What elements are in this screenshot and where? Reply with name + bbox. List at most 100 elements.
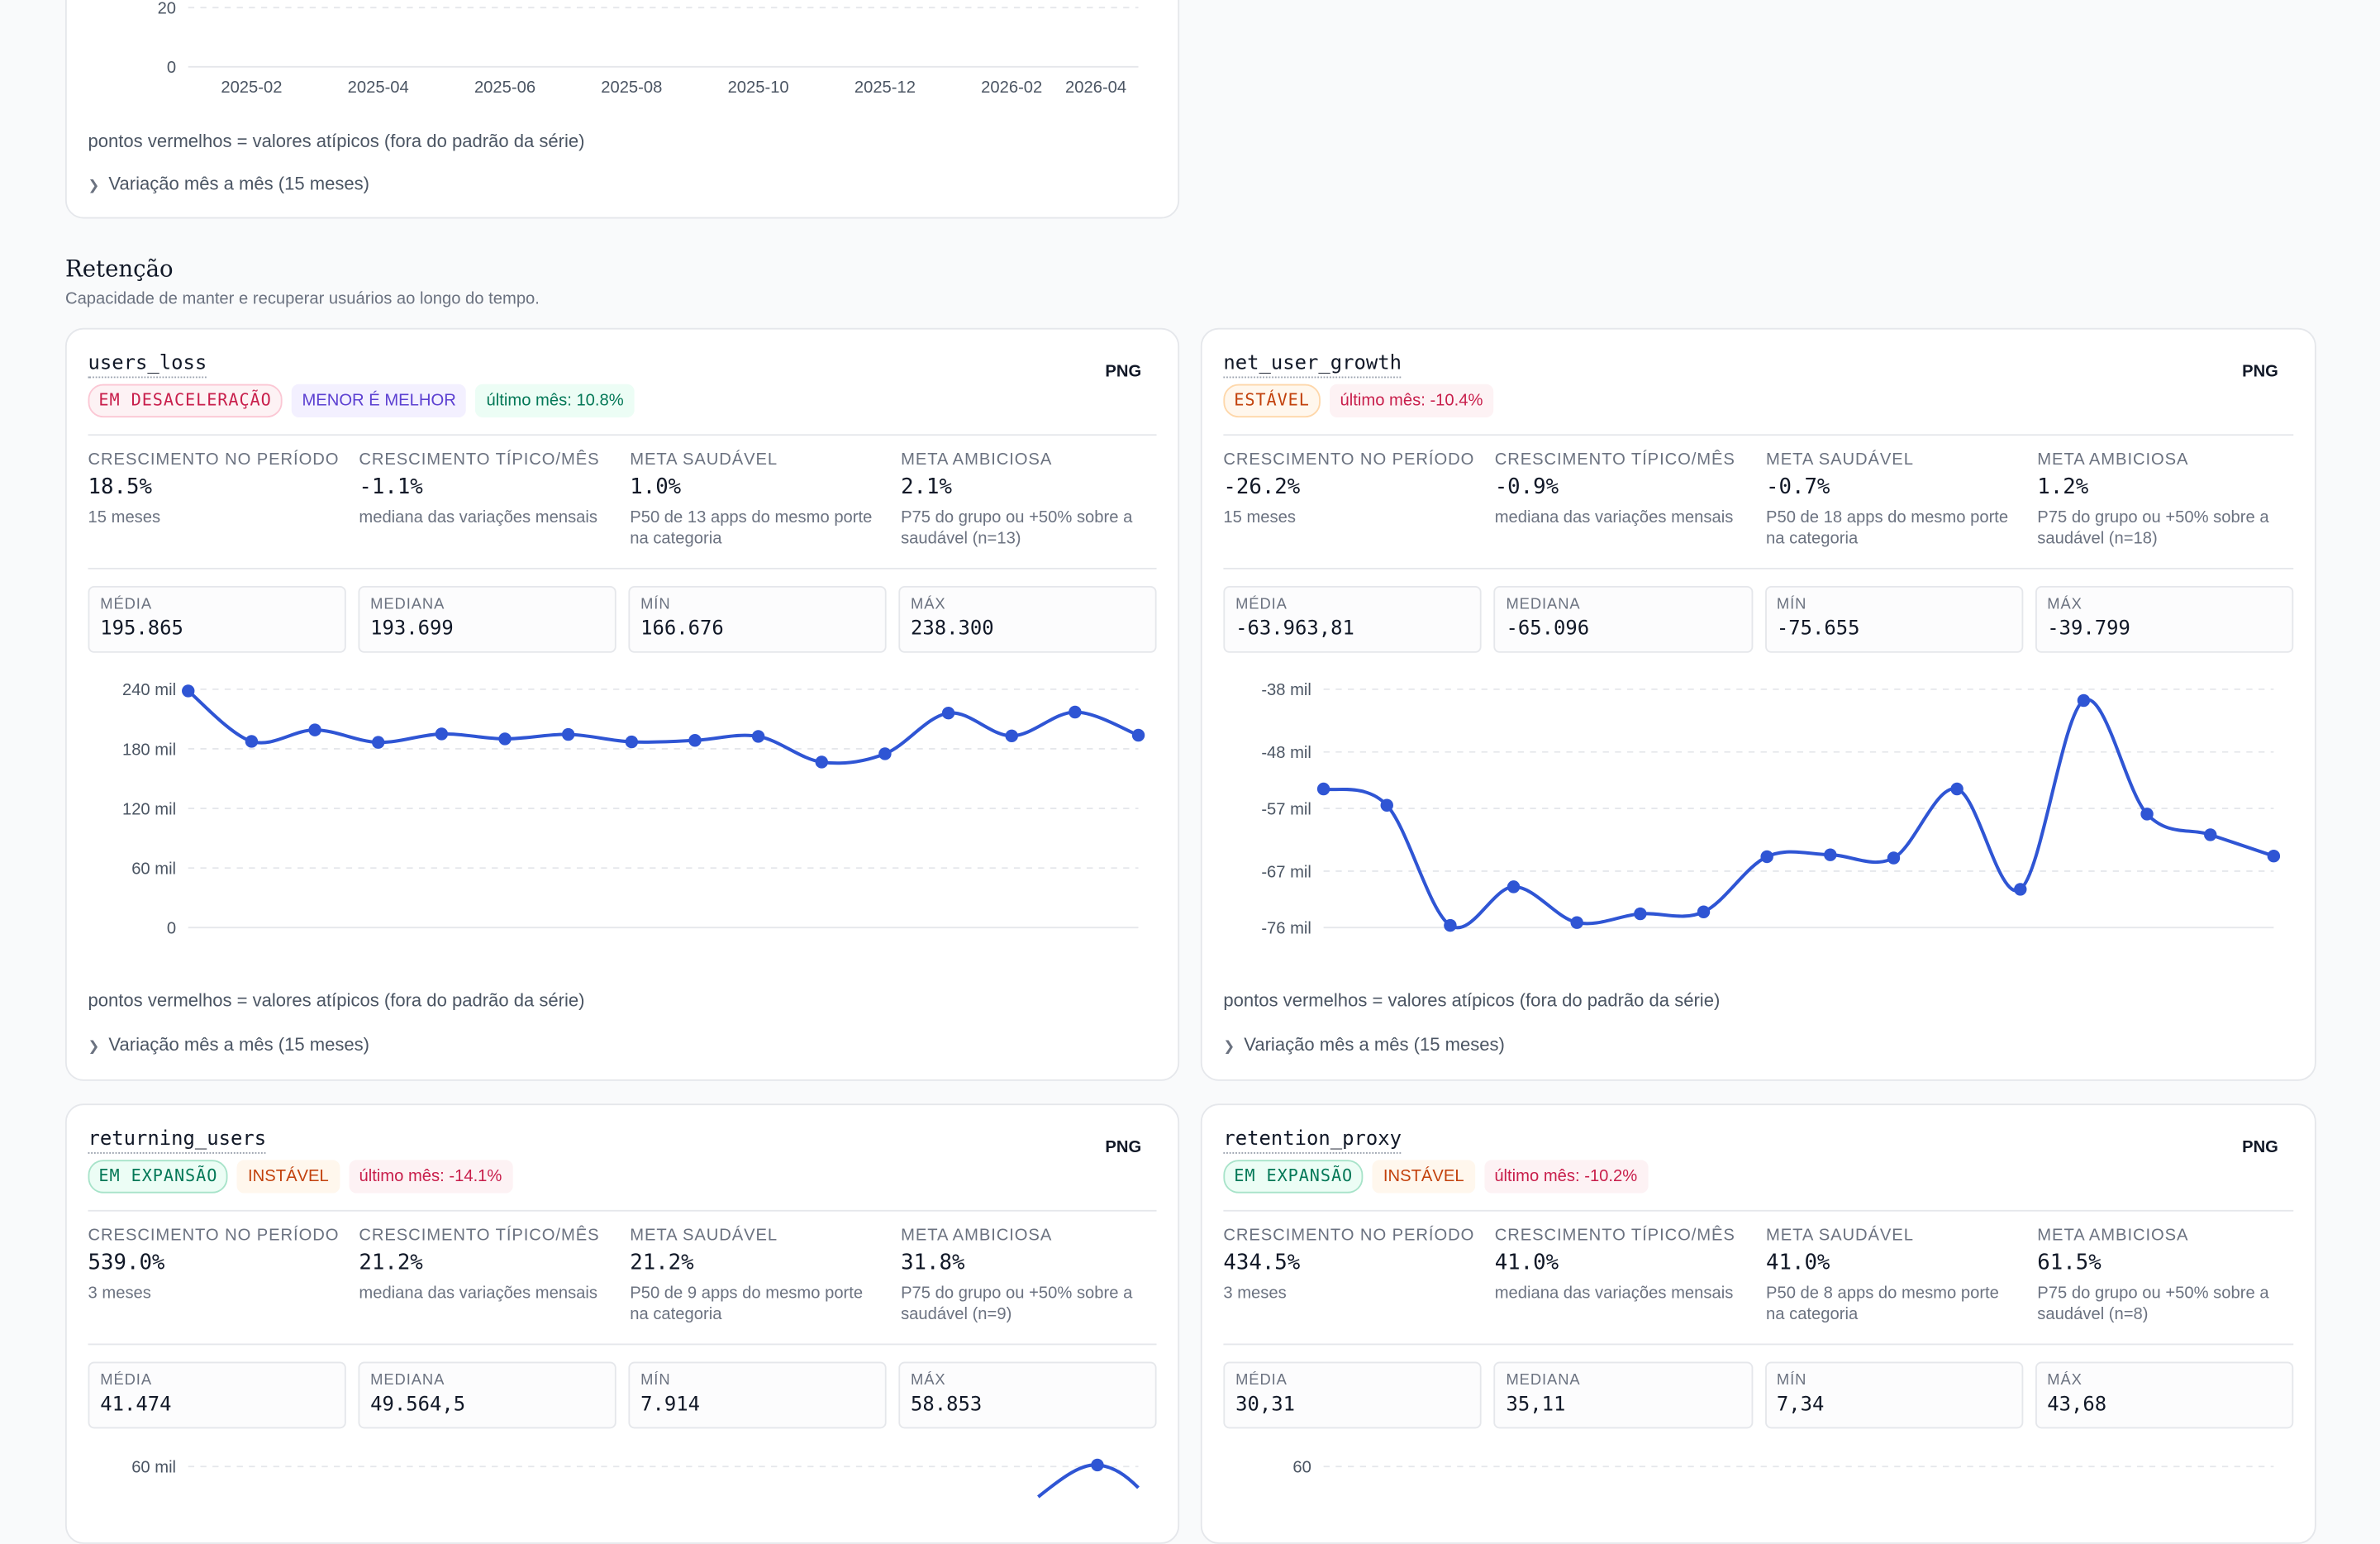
- stat-label: MÁX: [911, 596, 946, 614]
- kpi-item: Meta ambiciosa 1.2% P75 do grupo ou +50% s…: [2037, 450, 2293, 549]
- mom-variation-toggle[interactable]: ❯ Variação mês a mês (15 meses): [1223, 1034, 1505, 1056]
- kpi-label: Crescimento típico/mês: [1494, 1227, 1735, 1246]
- data-point[interactable]: [1950, 782, 1963, 796]
- kpi-item: Meta ambiciosa 2.1% P75 do grupo ou +50% s…: [901, 450, 1156, 549]
- png-export-button[interactable]: PNG: [1105, 362, 1142, 382]
- status-badge: MENOR É MELHOR: [291, 384, 467, 418]
- kpi-item: Crescimento típico/mês 21.2% mediana das v…: [359, 1227, 614, 1325]
- x-tick-label: 2025-12: [854, 79, 916, 97]
- data-point[interactable]: [435, 727, 449, 741]
- data-point[interactable]: [1760, 850, 1773, 864]
- stat-label: MÉDIA: [100, 596, 152, 614]
- line-chart: -76 mil-67 mil-57 mil-48 mil-38 mil2025-…: [1261, 681, 2281, 934]
- data-point[interactable]: [1316, 782, 1330, 796]
- data-point[interactable]: [498, 732, 512, 746]
- y-tick-label: 180 mil: [122, 741, 176, 759]
- divider: [88, 567, 1157, 569]
- y-tick-label: -76 mil: [1261, 920, 1311, 934]
- divider: [88, 1209, 1157, 1212]
- data-point[interactable]: [1131, 728, 1145, 742]
- y-tick-label: -48 mil: [1261, 744, 1311, 762]
- data-point[interactable]: [561, 727, 575, 741]
- stat-box: MEDIANA 193.699: [358, 585, 616, 653]
- data-point[interactable]: [245, 735, 259, 748]
- data-point[interactable]: [878, 747, 892, 760]
- data-point[interactable]: [1069, 705, 1082, 719]
- png-export-button[interactable]: PNG: [2242, 1138, 2278, 1157]
- mom-variation-toggle[interactable]: ❯ Variação mês a mês (15 meses): [88, 173, 370, 194]
- data-point[interactable]: [751, 730, 765, 743]
- data-point[interactable]: [2140, 808, 2154, 821]
- stat-box: MÉDIA 30,31: [1223, 1361, 1483, 1429]
- stat-value: 41.474: [100, 1394, 172, 1417]
- kpi-label: Meta ambiciosa: [901, 450, 1053, 469]
- stat-label: MÍN: [640, 596, 671, 614]
- data-point[interactable]: [2077, 693, 2091, 708]
- data-point[interactable]: [182, 684, 195, 698]
- data-point[interactable]: [1634, 907, 1647, 921]
- data-point[interactable]: [625, 735, 639, 749]
- data-point[interactable]: [941, 706, 955, 720]
- data-point[interactable]: [1887, 851, 1901, 865]
- mom-variation-toggle[interactable]: ❯ Variação mês a mês (15 meses): [88, 1034, 370, 1056]
- data-point[interactable]: [1091, 1458, 1104, 1472]
- stats-row: MÉDIA -63.963,81 MEDIANA -65.096 MÍN -75.655 M…: [1223, 585, 2294, 653]
- data-point[interactable]: [1824, 848, 1837, 861]
- data-point[interactable]: [1507, 880, 1521, 894]
- data-point[interactable]: [371, 736, 385, 749]
- stat-value: 43,68: [2047, 1394, 2107, 1417]
- series-line: [187, 689, 1140, 765]
- kpi-label: Meta ambiciosa: [901, 1227, 1053, 1246]
- kpi-grid: Crescimento no período 18.5% 15 meses Cresc…: [88, 450, 1157, 549]
- y-tick-label: 0: [167, 59, 176, 77]
- y-tick-label: -38 mil: [1261, 681, 1311, 699]
- y-tick-label: 60 mil: [131, 860, 176, 878]
- data-point[interactable]: [2014, 883, 2027, 896]
- stat-value: 238.300: [911, 617, 994, 641]
- metric-card-retention_proxy: retention_proxy PNG EM EXPANSÃO INSTÁVEL últ…: [1200, 1103, 2316, 1544]
- data-point[interactable]: [815, 755, 828, 769]
- data-point[interactable]: [2267, 850, 2281, 863]
- kpi-label: Crescimento no período: [1223, 450, 1475, 469]
- kpi-note: P50 de 9 apps do mesmo porte na categori…: [630, 1284, 864, 1324]
- png-export-button[interactable]: PNG: [1105, 1138, 1142, 1157]
- png-export-button[interactable]: PNG: [2242, 362, 2278, 382]
- metric-card-users_loss: users_loss PNG EM DESACELERAÇÃO MENOR É MEL…: [64, 327, 1180, 1081]
- x-tick-label: 2025-02: [221, 79, 282, 97]
- x-tick-label: 2025-06: [474, 79, 536, 97]
- stats-row: MÉDIA 30,31 MEDIANA 35,11 MÍN 7,34 MÁX 43,68: [1223, 1361, 2294, 1429]
- outlier-note: pontos vermelhos = valores atípicos (for…: [1223, 989, 1721, 1012]
- badge-row: EM EXPANSÃO INSTÁVEL último mês: -14.1%: [88, 1160, 513, 1194]
- kpi-grid: Crescimento no período 434.5% 3 meses Cresc…: [1223, 1227, 2293, 1325]
- kpi-item: Crescimento no período 434.5% 3 meses: [1223, 1227, 1479, 1325]
- data-point[interactable]: [308, 723, 321, 736]
- stat-value: 7.914: [640, 1394, 700, 1417]
- data-point[interactable]: [1570, 916, 1583, 929]
- divider: [1223, 434, 2294, 436]
- data-point[interactable]: [688, 734, 702, 747]
- kpi-label: Crescimento no período: [1223, 1227, 1475, 1246]
- kpi-value: 539.0%: [88, 1251, 165, 1275]
- kpi-label: Meta saudável: [630, 450, 778, 469]
- data-point[interactable]: [1697, 905, 1711, 918]
- x-tick-label: 2025-10: [728, 79, 789, 97]
- status-badge: último mês: 10.8%: [475, 384, 635, 418]
- y-tick-label: 120 mil: [122, 800, 176, 818]
- data-point[interactable]: [2204, 828, 2217, 841]
- kpi-note: 3 meses: [88, 1284, 151, 1303]
- kpi-value: 41.0%: [1766, 1251, 1830, 1275]
- status-badge: INSTÁVEL: [1373, 1160, 1475, 1194]
- stat-value: 35,11: [1506, 1394, 1566, 1417]
- stat-label: MÍN: [1776, 596, 1807, 614]
- kpi-note: P75 do grupo ou +50% sobre a saudável (n…: [901, 1284, 1133, 1324]
- status-badge: último mês: -14.1%: [348, 1160, 513, 1194]
- top-metric-card: 20 0 2025-02 2025-04 2025-06 2025-08 2025-10 20…: [64, 0, 1180, 219]
- data-point[interactable]: [1005, 729, 1018, 743]
- kpi-label: Crescimento no período: [88, 1227, 340, 1246]
- status-badge: EM EXPANSÃO: [1223, 1160, 1364, 1194]
- data-point[interactable]: [1444, 918, 1457, 932]
- x-tick-label: 2026-02: [981, 79, 1042, 97]
- data-point[interactable]: [1380, 798, 1393, 812]
- y-tick-label: 0: [167, 920, 176, 934]
- stat-value: 193.699: [370, 617, 454, 641]
